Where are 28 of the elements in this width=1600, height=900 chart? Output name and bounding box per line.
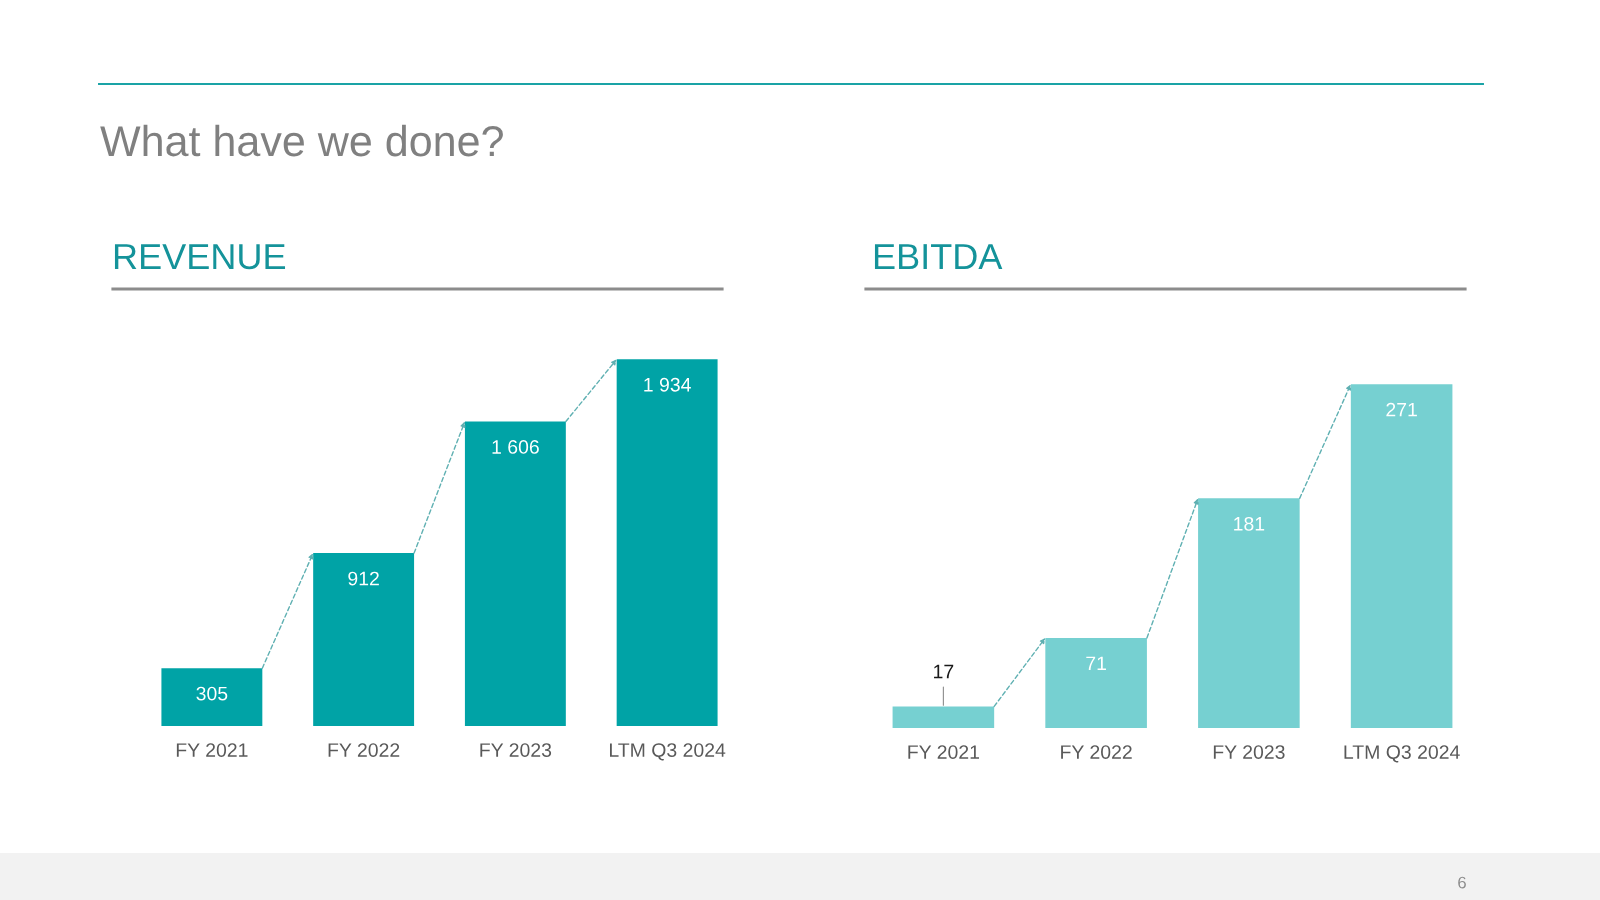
x-tick-label: FY 2021 [176,743,248,757]
x-tick-label: FY 2023 [480,743,552,757]
bar [313,553,415,726]
x-tick-label: FY 2023 [1213,745,1285,759]
data-label: 271 [1386,402,1417,417]
bar [616,359,718,726]
bar [1045,637,1147,728]
chart-title: EBITDA [874,244,1003,269]
data-label: 305 [196,686,228,701]
text: What have we done? [100,124,503,157]
x-tick-label: FY 2022 [1061,745,1132,759]
data-label: 181 [1234,516,1265,531]
data-label: 71 [1086,656,1106,671]
bar [1198,498,1300,728]
data-label: 1 606 [492,440,539,454]
chart-title: REVENUE [114,244,286,270]
bar [1350,384,1453,728]
x-tick-label: FY 2022 [328,743,400,757]
data-label: 912 [348,571,379,586]
x-tick-label: LTM Q3 2024 [1344,745,1460,763]
x-tick-label: LTM Q3 2024 [610,743,726,761]
data-label: 17 [934,664,954,679]
x-tick-label: FY 2021 [908,745,980,759]
text: 6 [1458,876,1466,889]
data-label: 1 934 [644,377,691,392]
bar [892,706,995,728]
bar [464,421,566,726]
bar [161,668,263,726]
